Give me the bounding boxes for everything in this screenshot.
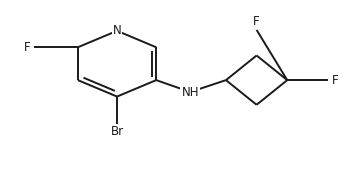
Text: N: N <box>113 24 121 37</box>
Text: Br: Br <box>110 125 123 138</box>
Text: F: F <box>331 74 338 87</box>
Text: F: F <box>253 15 260 28</box>
Text: NH: NH <box>181 86 199 98</box>
Text: F: F <box>24 41 30 54</box>
